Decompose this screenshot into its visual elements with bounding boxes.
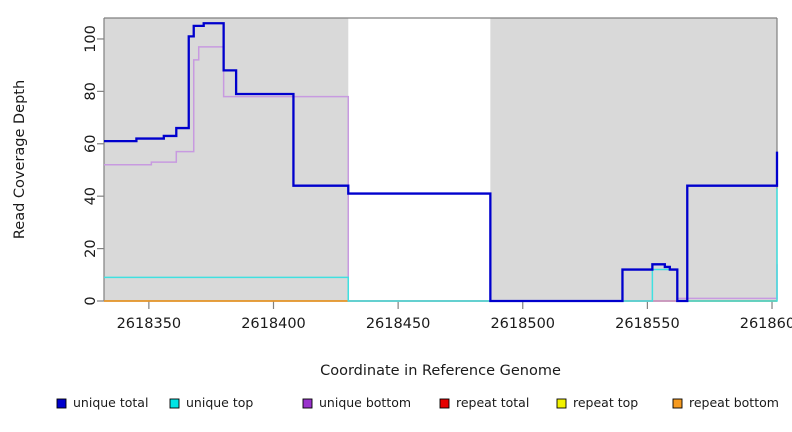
legend-item-repeat-top[interactable]: repeat top (556, 395, 638, 410)
x-axis-label: Coordinate in Reference Genome (320, 363, 561, 379)
legend-item-unique-total[interactable]: unique total (56, 395, 148, 410)
legend-label-repeat-top: repeat top (573, 395, 638, 410)
legend-label-repeat-bottom: repeat bottom (689, 395, 779, 410)
legend-swatch-repeat-top (556, 398, 567, 409)
legend-item-unique-bottom[interactable]: unique bottom (302, 395, 411, 410)
legend-label-unique-top: unique top (186, 395, 253, 410)
shaded-region-0 (104, 18, 349, 301)
legend-swatch-repeat-total (439, 398, 450, 409)
legend-label-unique-total: unique total (73, 395, 148, 410)
legend-label-unique-bottom: unique bottom (319, 395, 411, 410)
x-tick-label-3: 2618500 (490, 316, 555, 332)
legend-swatch-unique-bottom (302, 398, 313, 409)
legend-swatch-unique-total (56, 398, 67, 409)
x-tick-label-5: 2618600 (740, 316, 792, 332)
legend-item-repeat-total[interactable]: repeat total (439, 395, 529, 410)
legend-swatch-unique-top (169, 398, 180, 409)
shaded-region-1 (490, 18, 777, 301)
x-tick-label-2: 2618450 (366, 316, 431, 332)
y-tick-label-3: 60 (83, 135, 99, 153)
series-line-unique-total (104, 22, 779, 303)
x-tick-label-1: 2618400 (241, 316, 306, 332)
y-tick-label-4: 80 (83, 82, 99, 100)
legend-swatch-repeat-bottom (672, 398, 683, 409)
x-tick-label-0: 2618350 (117, 316, 182, 332)
x-tick-label-4: 2618550 (615, 316, 680, 332)
series-line-unique-bottom (104, 46, 778, 302)
legend-item-repeat-bottom[interactable]: repeat bottom (672, 395, 779, 410)
y-tick-label-0: 0 (83, 296, 99, 305)
axis-tick-labels-layer: 0 20 40 60 80 100 2618350 2618400 2618450 2618500… (83, 25, 792, 332)
y-axis-label: Read Coverage Depth (12, 80, 28, 239)
legend: unique total unique top unique bottom repea… (56, 395, 779, 410)
series-layer (104, 22, 779, 303)
y-tick-label-1: 20 (83, 239, 99, 257)
y-tick-label-2: 40 (83, 187, 99, 205)
legend-label-repeat-total: repeat total (456, 395, 529, 410)
y-tick-label-5: 100 (83, 25, 99, 53)
legend-item-unique-top[interactable]: unique top (169, 395, 253, 410)
plot-shading-layer (104, 18, 777, 301)
